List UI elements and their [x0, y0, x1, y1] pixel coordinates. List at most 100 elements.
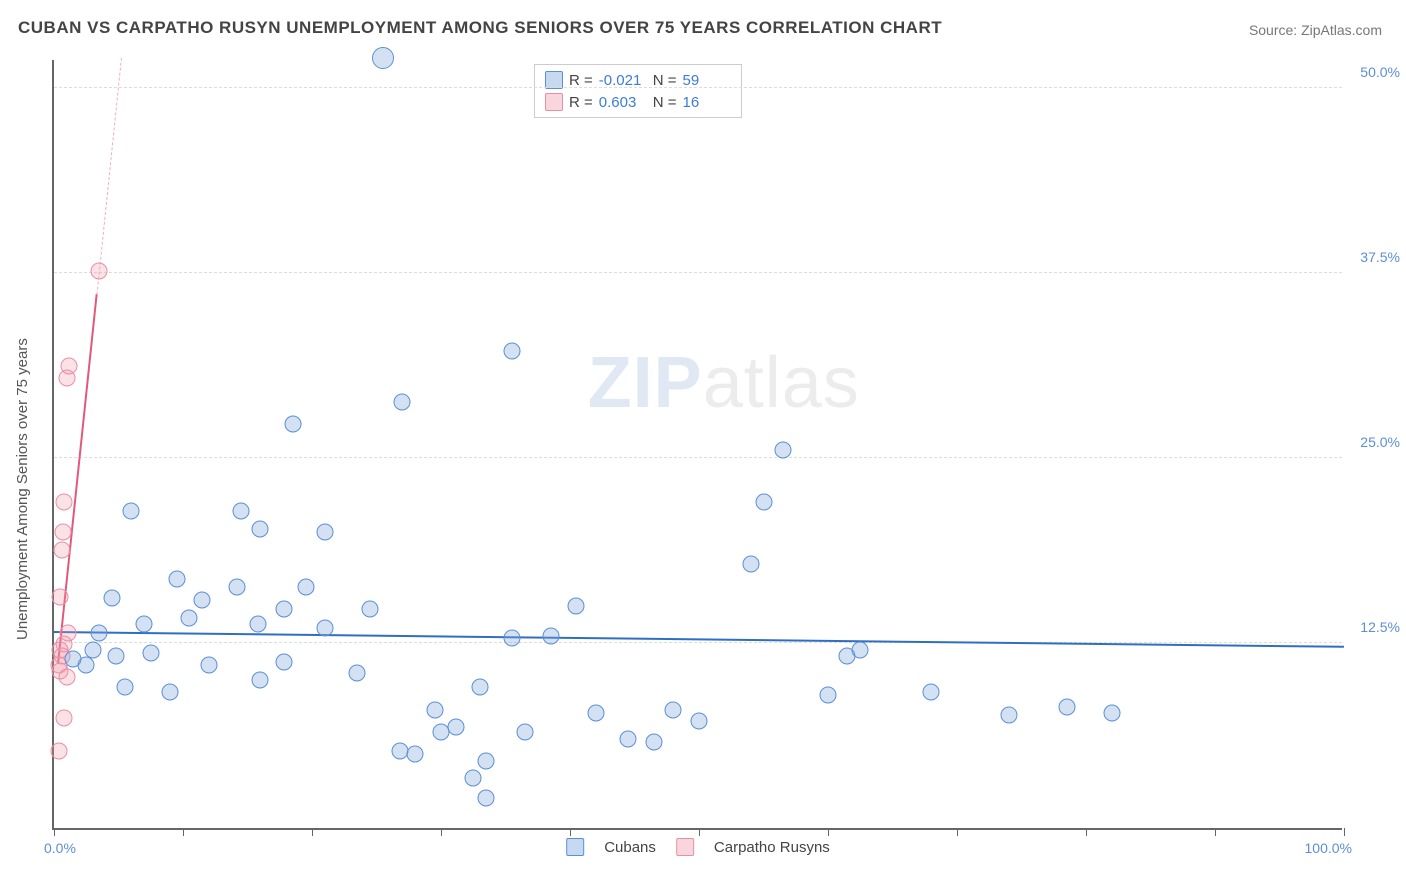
legend-label-cubans: Cubans	[604, 839, 656, 856]
data-point	[391, 743, 408, 760]
data-point	[1058, 698, 1075, 715]
data-point	[448, 719, 465, 736]
data-point	[252, 671, 269, 688]
data-point	[316, 620, 333, 637]
data-point	[316, 523, 333, 540]
data-point	[53, 541, 70, 558]
y-tick-label: 37.5%	[1350, 249, 1400, 265]
data-point	[465, 769, 482, 786]
data-point	[52, 589, 69, 606]
x-tick	[1086, 828, 1087, 836]
data-point	[587, 704, 604, 721]
gridline	[54, 457, 1342, 458]
data-point	[349, 664, 366, 681]
x-axis-min-label: 0.0%	[44, 840, 76, 856]
x-tick	[1344, 828, 1345, 836]
data-point	[58, 668, 75, 685]
y-axis-label: Unemployment Among Seniors over 75 years	[14, 338, 31, 640]
swatch-pink-icon	[545, 93, 563, 111]
data-point	[503, 343, 520, 360]
data-point	[249, 615, 266, 632]
data-point	[200, 657, 217, 674]
data-point	[620, 731, 637, 748]
r-value-carpatho: 0.603	[599, 94, 647, 111]
data-point	[478, 753, 495, 770]
series-legend: Cubans Carpatho Rusyns	[566, 838, 830, 856]
data-point	[742, 556, 759, 573]
x-axis-max-label: 100.0%	[1305, 840, 1352, 856]
data-point	[691, 713, 708, 730]
plot-area: ZIPatlas R = -0.021 N = 59 R = 0.603 N =…	[52, 60, 1342, 830]
data-point	[252, 520, 269, 537]
data-point	[433, 723, 450, 740]
data-point	[1000, 707, 1017, 724]
data-point	[1103, 704, 1120, 721]
legend-swatch-pink-icon	[676, 838, 694, 856]
data-point	[65, 651, 82, 668]
data-point	[516, 723, 533, 740]
data-point	[123, 503, 140, 520]
data-point	[471, 679, 488, 696]
data-point	[51, 743, 68, 760]
legend-label-carpatho: Carpatho Rusyns	[714, 839, 830, 856]
legend-swatch-blue-icon	[566, 838, 584, 856]
data-point	[60, 624, 77, 641]
n-label: N =	[653, 94, 677, 111]
data-point	[181, 609, 198, 626]
data-point	[426, 701, 443, 718]
source-attribution: Source: ZipAtlas.com	[1249, 22, 1382, 38]
data-point	[755, 494, 772, 511]
data-point	[665, 701, 682, 718]
x-tick	[183, 828, 184, 836]
data-point	[84, 642, 101, 659]
data-point	[852, 642, 869, 659]
data-point	[104, 590, 121, 607]
stats-row-cubans: R = -0.021 N = 59	[545, 69, 731, 91]
trend-line	[57, 294, 98, 664]
data-point	[233, 503, 250, 520]
data-point	[229, 578, 246, 595]
y-tick-label: 25.0%	[1350, 434, 1400, 450]
data-point	[284, 415, 301, 432]
x-tick	[312, 828, 313, 836]
x-tick	[699, 828, 700, 836]
y-tick-label: 12.5%	[1350, 619, 1400, 635]
data-point	[107, 648, 124, 665]
stats-row-carpatho: R = 0.603 N = 16	[545, 91, 731, 113]
x-tick	[54, 828, 55, 836]
data-point	[56, 494, 73, 511]
data-point	[55, 523, 72, 540]
data-point	[774, 442, 791, 459]
data-point	[923, 683, 940, 700]
data-point	[297, 578, 314, 595]
stats-legend-box: R = -0.021 N = 59 R = 0.603 N = 16	[534, 64, 742, 118]
y-tick-label: 50.0%	[1350, 64, 1400, 80]
chart-title: CUBAN VS CARPATHO RUSYN UNEMPLOYMENT AMO…	[18, 18, 942, 38]
data-point	[168, 571, 185, 588]
x-tick	[828, 828, 829, 836]
trend-line	[54, 631, 1344, 648]
data-point	[407, 745, 424, 762]
data-point	[503, 630, 520, 647]
data-point	[372, 47, 394, 69]
x-tick	[570, 828, 571, 836]
data-point	[478, 790, 495, 807]
x-tick	[957, 828, 958, 836]
watermark: ZIPatlas	[588, 342, 860, 424]
data-point	[542, 627, 559, 644]
n-value-carpatho: 16	[683, 94, 731, 111]
data-point	[61, 358, 78, 375]
data-point	[116, 679, 133, 696]
data-point	[142, 645, 159, 662]
gridline	[54, 272, 1342, 273]
gridline	[54, 87, 1342, 88]
data-point	[91, 263, 108, 280]
data-point	[91, 624, 108, 641]
data-point	[820, 686, 837, 703]
data-point	[645, 734, 662, 751]
data-point	[568, 597, 585, 614]
data-point	[275, 654, 292, 671]
data-point	[394, 393, 411, 410]
data-point	[56, 710, 73, 727]
r-label: R =	[569, 94, 593, 111]
